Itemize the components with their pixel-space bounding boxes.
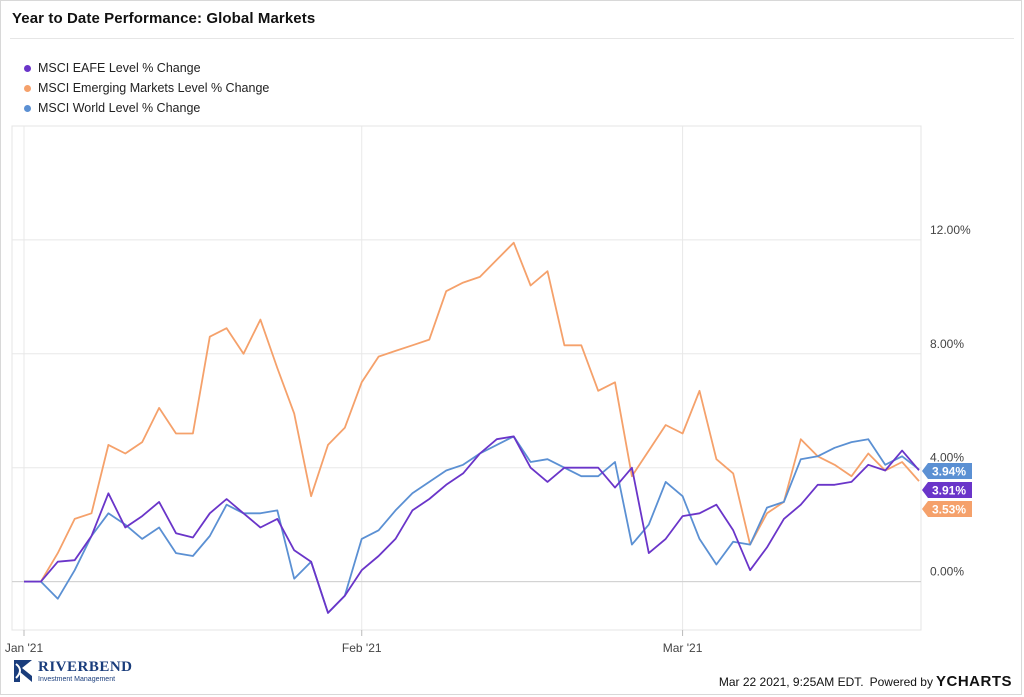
footer-timestamp: Mar 22 2021, 9:25AM EDT. <box>718 674 864 689</box>
legend-item-world[interactable]: MSCI World Level % Change <box>24 98 269 118</box>
ycharts-logo[interactable]: YCHARTS <box>935 673 1012 690</box>
end-label-emerging: 3.53% <box>932 503 966 517</box>
legend-swatch-emerging <box>24 84 31 92</box>
riverbend-logo: RIVERBEND Investment Management <box>12 658 133 684</box>
legend-label-world: MSCI World Level % Change <box>38 101 201 115</box>
x-tick-label: Jan '21 <box>5 641 44 655</box>
legend-item-emerging[interactable]: MSCI Emerging Markets Level % Change <box>24 78 269 98</box>
y-tick-label: 0.00% <box>930 565 964 579</box>
end-label-world-flag <box>922 463 972 479</box>
legend-swatch-world <box>24 104 31 112</box>
x-tick-label: Feb '21 <box>342 641 382 655</box>
y-tick-label: 8.00% <box>930 337 964 351</box>
legend: MSCI EAFE Level % Change MSCI Emerging M… <box>24 58 269 118</box>
series-line-world[interactable] <box>24 435 920 614</box>
riverbend-logo-icon <box>12 658 34 684</box>
y-tick-label: 4.00% <box>930 451 964 465</box>
legend-label-emerging: MSCI Emerging Markets Level % Change <box>38 81 270 95</box>
series-line-emerging[interactable] <box>24 241 920 583</box>
end-label-emerging-flag <box>922 501 972 517</box>
footer-powered-by: Powered by <box>869 674 933 689</box>
end-label-eafe: 3.91% <box>932 484 966 498</box>
legend-label-eafe: MSCI EAFE Level % Change <box>38 61 201 75</box>
title-divider <box>10 38 1014 39</box>
end-label-world: 3.94% <box>932 465 966 479</box>
logo-name: RIVERBEND <box>38 658 133 675</box>
series-line-eafe[interactable] <box>24 435 920 614</box>
y-tick-label: 12.00% <box>930 223 971 237</box>
end-label-eafe-flag <box>922 482 972 498</box>
legend-swatch-eafe <box>24 64 31 72</box>
legend-item-eafe[interactable]: MSCI EAFE Level % Change <box>24 58 269 78</box>
footer-attribution: Mar 22 2021, 9:25AM EDT. Powered by YCHA… <box>719 673 1012 690</box>
x-tick-label: Mar '21 <box>663 641 703 655</box>
logo-subtitle: Investment Management <box>38 675 116 683</box>
chart-title: Year to Date Performance: Global Markets <box>12 10 316 27</box>
plot-area <box>11 125 922 631</box>
